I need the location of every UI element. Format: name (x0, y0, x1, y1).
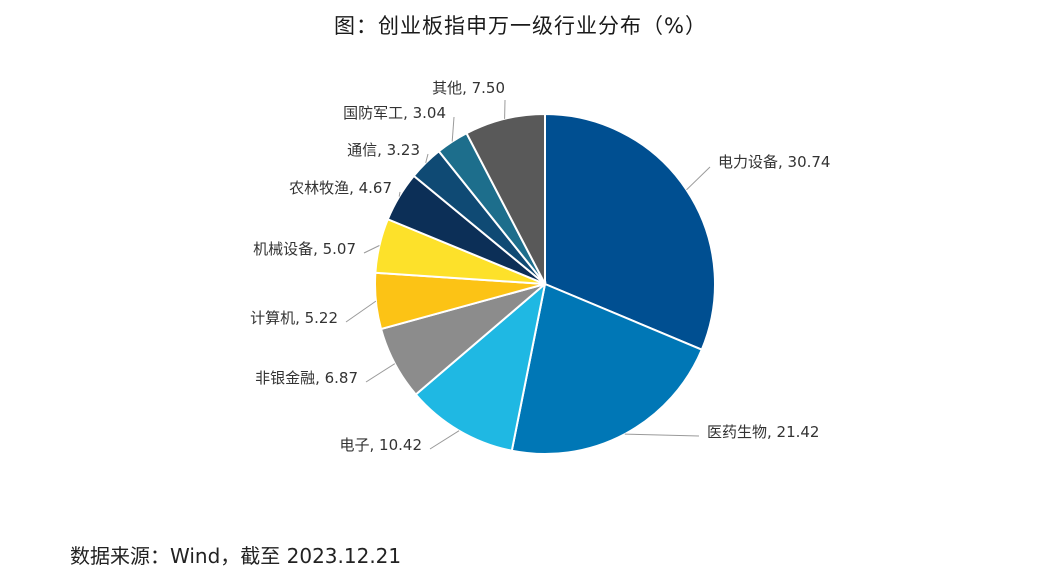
slice-label-6: 机械设备, 5.07 (253, 240, 356, 258)
slice-label-2: 医药生物, 21.42 (707, 423, 819, 441)
leader-line-7 (398, 191, 401, 197)
source-note: 数据来源：Wind，截至 2023.12.21 (70, 544, 402, 568)
slice-label-10: 其他, 7.50 (432, 79, 505, 97)
leader-line-6 (363, 245, 380, 254)
leader-line-2 (624, 433, 700, 437)
pie-leader-lines (345, 99, 711, 450)
slice-label-9: 国防军工, 3.04 (343, 104, 446, 122)
chart-title: 图：创业板指申万一级行业分布（%） (334, 14, 707, 38)
slice-label-8: 通信, 3.23 (347, 141, 420, 159)
slice-label-4: 非银金融, 6.87 (255, 369, 358, 387)
leader-line-4 (365, 363, 396, 383)
pie-slice-3 (414, 281, 547, 452)
leader-line-8 (425, 153, 429, 164)
leader-line-5 (345, 300, 377, 323)
slice-label-7: 农林牧渔, 4.67 (289, 179, 392, 197)
leader-line-9 (451, 116, 455, 142)
leader-line-3 (429, 430, 460, 450)
slice-label-1: 电力设备, 30.74 (718, 153, 830, 171)
slice-label-5: 计算机, 5.22 (250, 309, 338, 327)
pie-slices (374, 112, 716, 455)
pie-labels: 电力设备, 30.74 医药生物, 21.42 电子, 10.42 非银金融, 6.8… (250, 79, 830, 454)
leader-line-1 (686, 166, 711, 191)
pie-slice-1 (544, 112, 716, 351)
slice-label-3: 电子, 10.42 (340, 436, 422, 454)
